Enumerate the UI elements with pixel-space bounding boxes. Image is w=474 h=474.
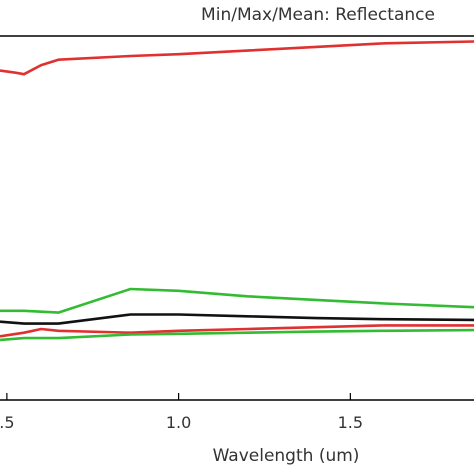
series-line-4 [0,324,474,338]
series-lines [0,40,474,342]
x-ticks: .5 1.0 1.5 [0,393,363,432]
chart-title: Min/Max/Mean: Reflectance [201,5,435,25]
x-tick-label: .5 [0,413,15,432]
series-line-5 [0,328,474,342]
x-tick-label: 1.5 [338,413,363,432]
x-axis-label: Wavelength (um) [213,446,360,466]
series-line-3 [0,313,474,325]
series-line-1 [0,40,474,76]
series-line-2 [0,287,474,314]
x-tick-label: 1.0 [166,413,191,432]
